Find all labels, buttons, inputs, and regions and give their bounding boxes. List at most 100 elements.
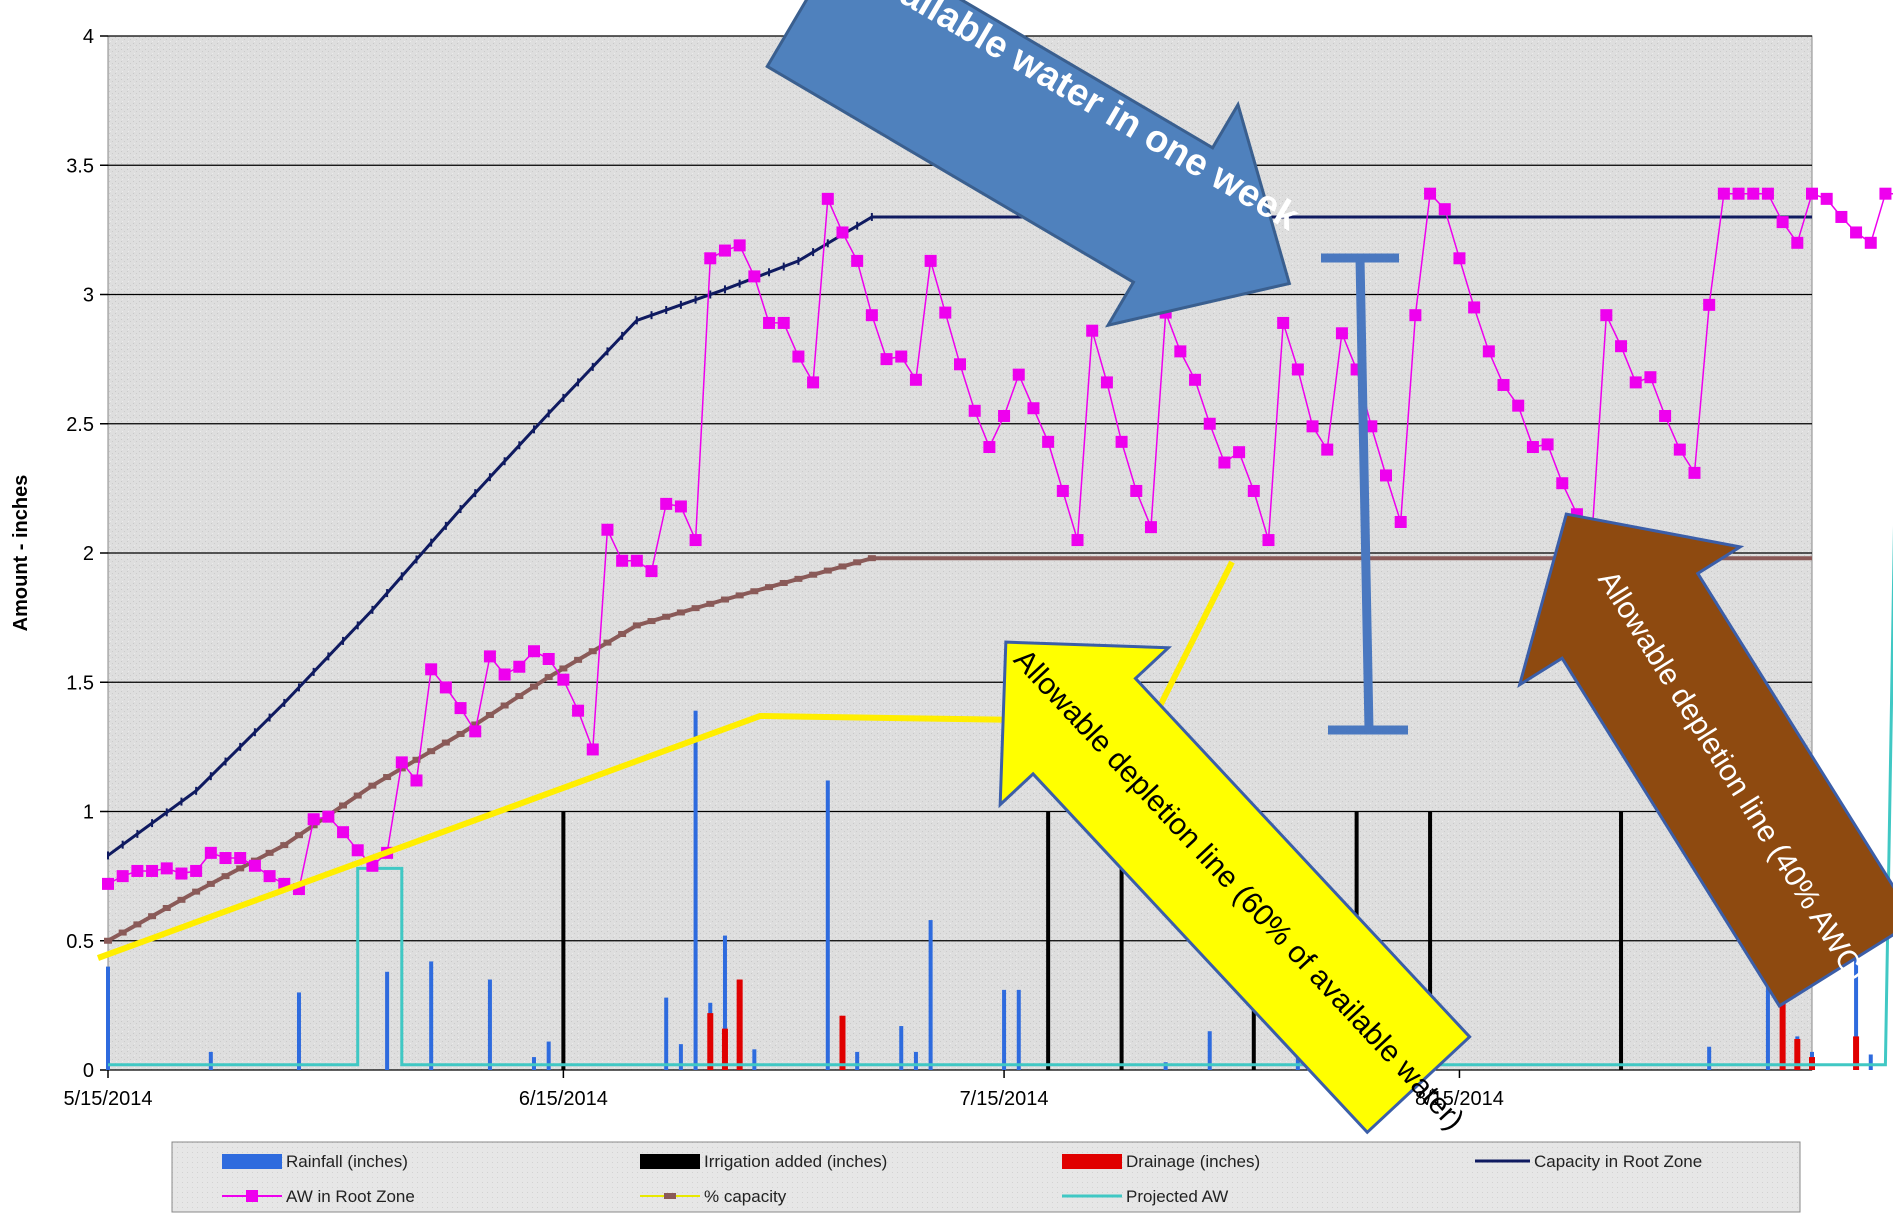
rainfall-bar bbox=[1854, 958, 1859, 1070]
aw-marker bbox=[586, 743, 599, 756]
aw-marker bbox=[1380, 469, 1392, 482]
aw-marker bbox=[131, 864, 144, 877]
aw-marker bbox=[1277, 316, 1290, 329]
pct-capacity-marker bbox=[706, 600, 715, 607]
aw-marker bbox=[425, 663, 438, 676]
y-tick-label: 2.5 bbox=[66, 414, 94, 436]
aw-marker bbox=[366, 859, 379, 872]
pct-capacity-marker bbox=[867, 555, 876, 562]
drainage-bar bbox=[707, 1013, 714, 1070]
pct-capacity-marker bbox=[309, 822, 318, 829]
y-tick-label: 0.5 bbox=[66, 931, 94, 953]
aw-marker bbox=[924, 254, 937, 267]
aw-marker bbox=[1424, 187, 1437, 200]
rainfall-bar bbox=[693, 710, 698, 1070]
aw-marker bbox=[483, 650, 496, 663]
legend-swatch-pct-marker bbox=[664, 1193, 676, 1199]
pct-capacity-marker bbox=[603, 639, 612, 646]
aw-marker bbox=[1321, 443, 1334, 456]
rainfall-bar bbox=[1707, 1046, 1712, 1070]
pct-capacity-marker bbox=[794, 575, 803, 582]
pct-capacity-marker bbox=[691, 605, 700, 612]
aw-marker bbox=[939, 306, 952, 319]
legend-item-drainage: Drainage (inches) bbox=[1062, 1152, 1260, 1171]
pct-capacity-marker bbox=[471, 721, 480, 728]
aw-marker bbox=[1747, 187, 1760, 200]
rainfall-bar bbox=[208, 1051, 213, 1070]
pct-capacity-marker bbox=[750, 588, 759, 595]
legend-item-pct-capacity: % capacity bbox=[640, 1187, 787, 1206]
aw-marker bbox=[1394, 515, 1407, 528]
aw-marker bbox=[1541, 438, 1554, 451]
aw-marker bbox=[1438, 203, 1451, 216]
depletion-60-pointer bbox=[96, 560, 1235, 961]
aw-marker bbox=[160, 862, 173, 875]
rainfall-bar bbox=[722, 935, 727, 1070]
aw-marker bbox=[307, 813, 320, 826]
pct-capacity-marker bbox=[104, 937, 112, 944]
aw-marker bbox=[865, 309, 878, 322]
aw-marker bbox=[748, 270, 761, 283]
rainfall-bar bbox=[106, 966, 110, 1070]
aw-marker bbox=[1365, 420, 1378, 433]
legend-label-drainage: Drainage (inches) bbox=[1126, 1152, 1260, 1171]
aw-marker bbox=[1526, 441, 1539, 454]
aw-marker bbox=[792, 350, 805, 363]
irrigation-bar bbox=[1046, 811, 1051, 1070]
aw-marker bbox=[395, 756, 408, 769]
irrigation-bar bbox=[1619, 811, 1624, 1070]
pct-capacity-marker bbox=[779, 579, 788, 586]
aw-marker bbox=[1629, 376, 1642, 389]
aw-marker bbox=[1717, 187, 1730, 200]
pct-capacity-marker bbox=[148, 913, 157, 920]
aw-marker bbox=[1864, 236, 1877, 249]
aw-marker bbox=[1144, 521, 1157, 534]
aw-marker bbox=[1468, 301, 1481, 314]
pct-capacity-marker bbox=[530, 683, 538, 690]
rainfall-bar bbox=[855, 1051, 860, 1070]
aw-marker bbox=[1247, 484, 1260, 497]
aw-marker bbox=[1042, 435, 1055, 448]
aw-marker bbox=[851, 254, 864, 267]
pct-capacity-marker bbox=[294, 832, 303, 839]
rainfall-bar bbox=[385, 971, 390, 1070]
aw-marker bbox=[175, 867, 188, 880]
pct-capacity-marker bbox=[133, 921, 142, 928]
aw-marker bbox=[1335, 327, 1348, 340]
depletion-60-yellow-line bbox=[96, 560, 1235, 961]
pct-capacity-marker bbox=[544, 674, 553, 681]
aw-marker bbox=[689, 534, 702, 547]
aw-marker bbox=[645, 565, 658, 578]
irrigation-bar bbox=[1119, 811, 1124, 1070]
aw-marker bbox=[704, 252, 717, 265]
pct-capacity-marker bbox=[500, 702, 509, 709]
x-tick-label: 6/15/2014 bbox=[519, 1088, 608, 1110]
legend-item-rainfall: Rainfall (inches) bbox=[222, 1152, 408, 1171]
aw-marker bbox=[116, 870, 129, 883]
aw-marker bbox=[718, 244, 731, 257]
aw-marker bbox=[777, 316, 790, 329]
aw-marker bbox=[1850, 226, 1863, 239]
pct-capacity-marker bbox=[676, 609, 685, 616]
legend-label-pct-capacity: % capacity bbox=[704, 1187, 787, 1206]
aw-marker bbox=[248, 859, 261, 872]
aw-marker bbox=[1556, 477, 1569, 490]
y-axis-label: Amount - inches bbox=[10, 475, 32, 632]
y-tick-label: 0 bbox=[83, 1060, 94, 1082]
aw-marker bbox=[1027, 402, 1040, 415]
aw-marker bbox=[1409, 309, 1422, 322]
pct-capacity-marker bbox=[559, 665, 568, 672]
legend-item-aw: AW in Root Zone bbox=[222, 1187, 415, 1206]
pct-capacity-marker bbox=[383, 774, 392, 781]
aw-marker bbox=[1233, 446, 1246, 459]
aw-marker bbox=[1056, 484, 1069, 497]
aw-marker bbox=[263, 870, 276, 883]
aw-marker bbox=[146, 864, 159, 877]
bracket-stem bbox=[1355, 257, 1374, 731]
aw-marker bbox=[1497, 378, 1510, 391]
aw-marker bbox=[895, 350, 908, 363]
aw-marker bbox=[1776, 216, 1789, 229]
aw-marker bbox=[337, 826, 350, 839]
legend-item-projected: Projected AW bbox=[1062, 1187, 1228, 1206]
